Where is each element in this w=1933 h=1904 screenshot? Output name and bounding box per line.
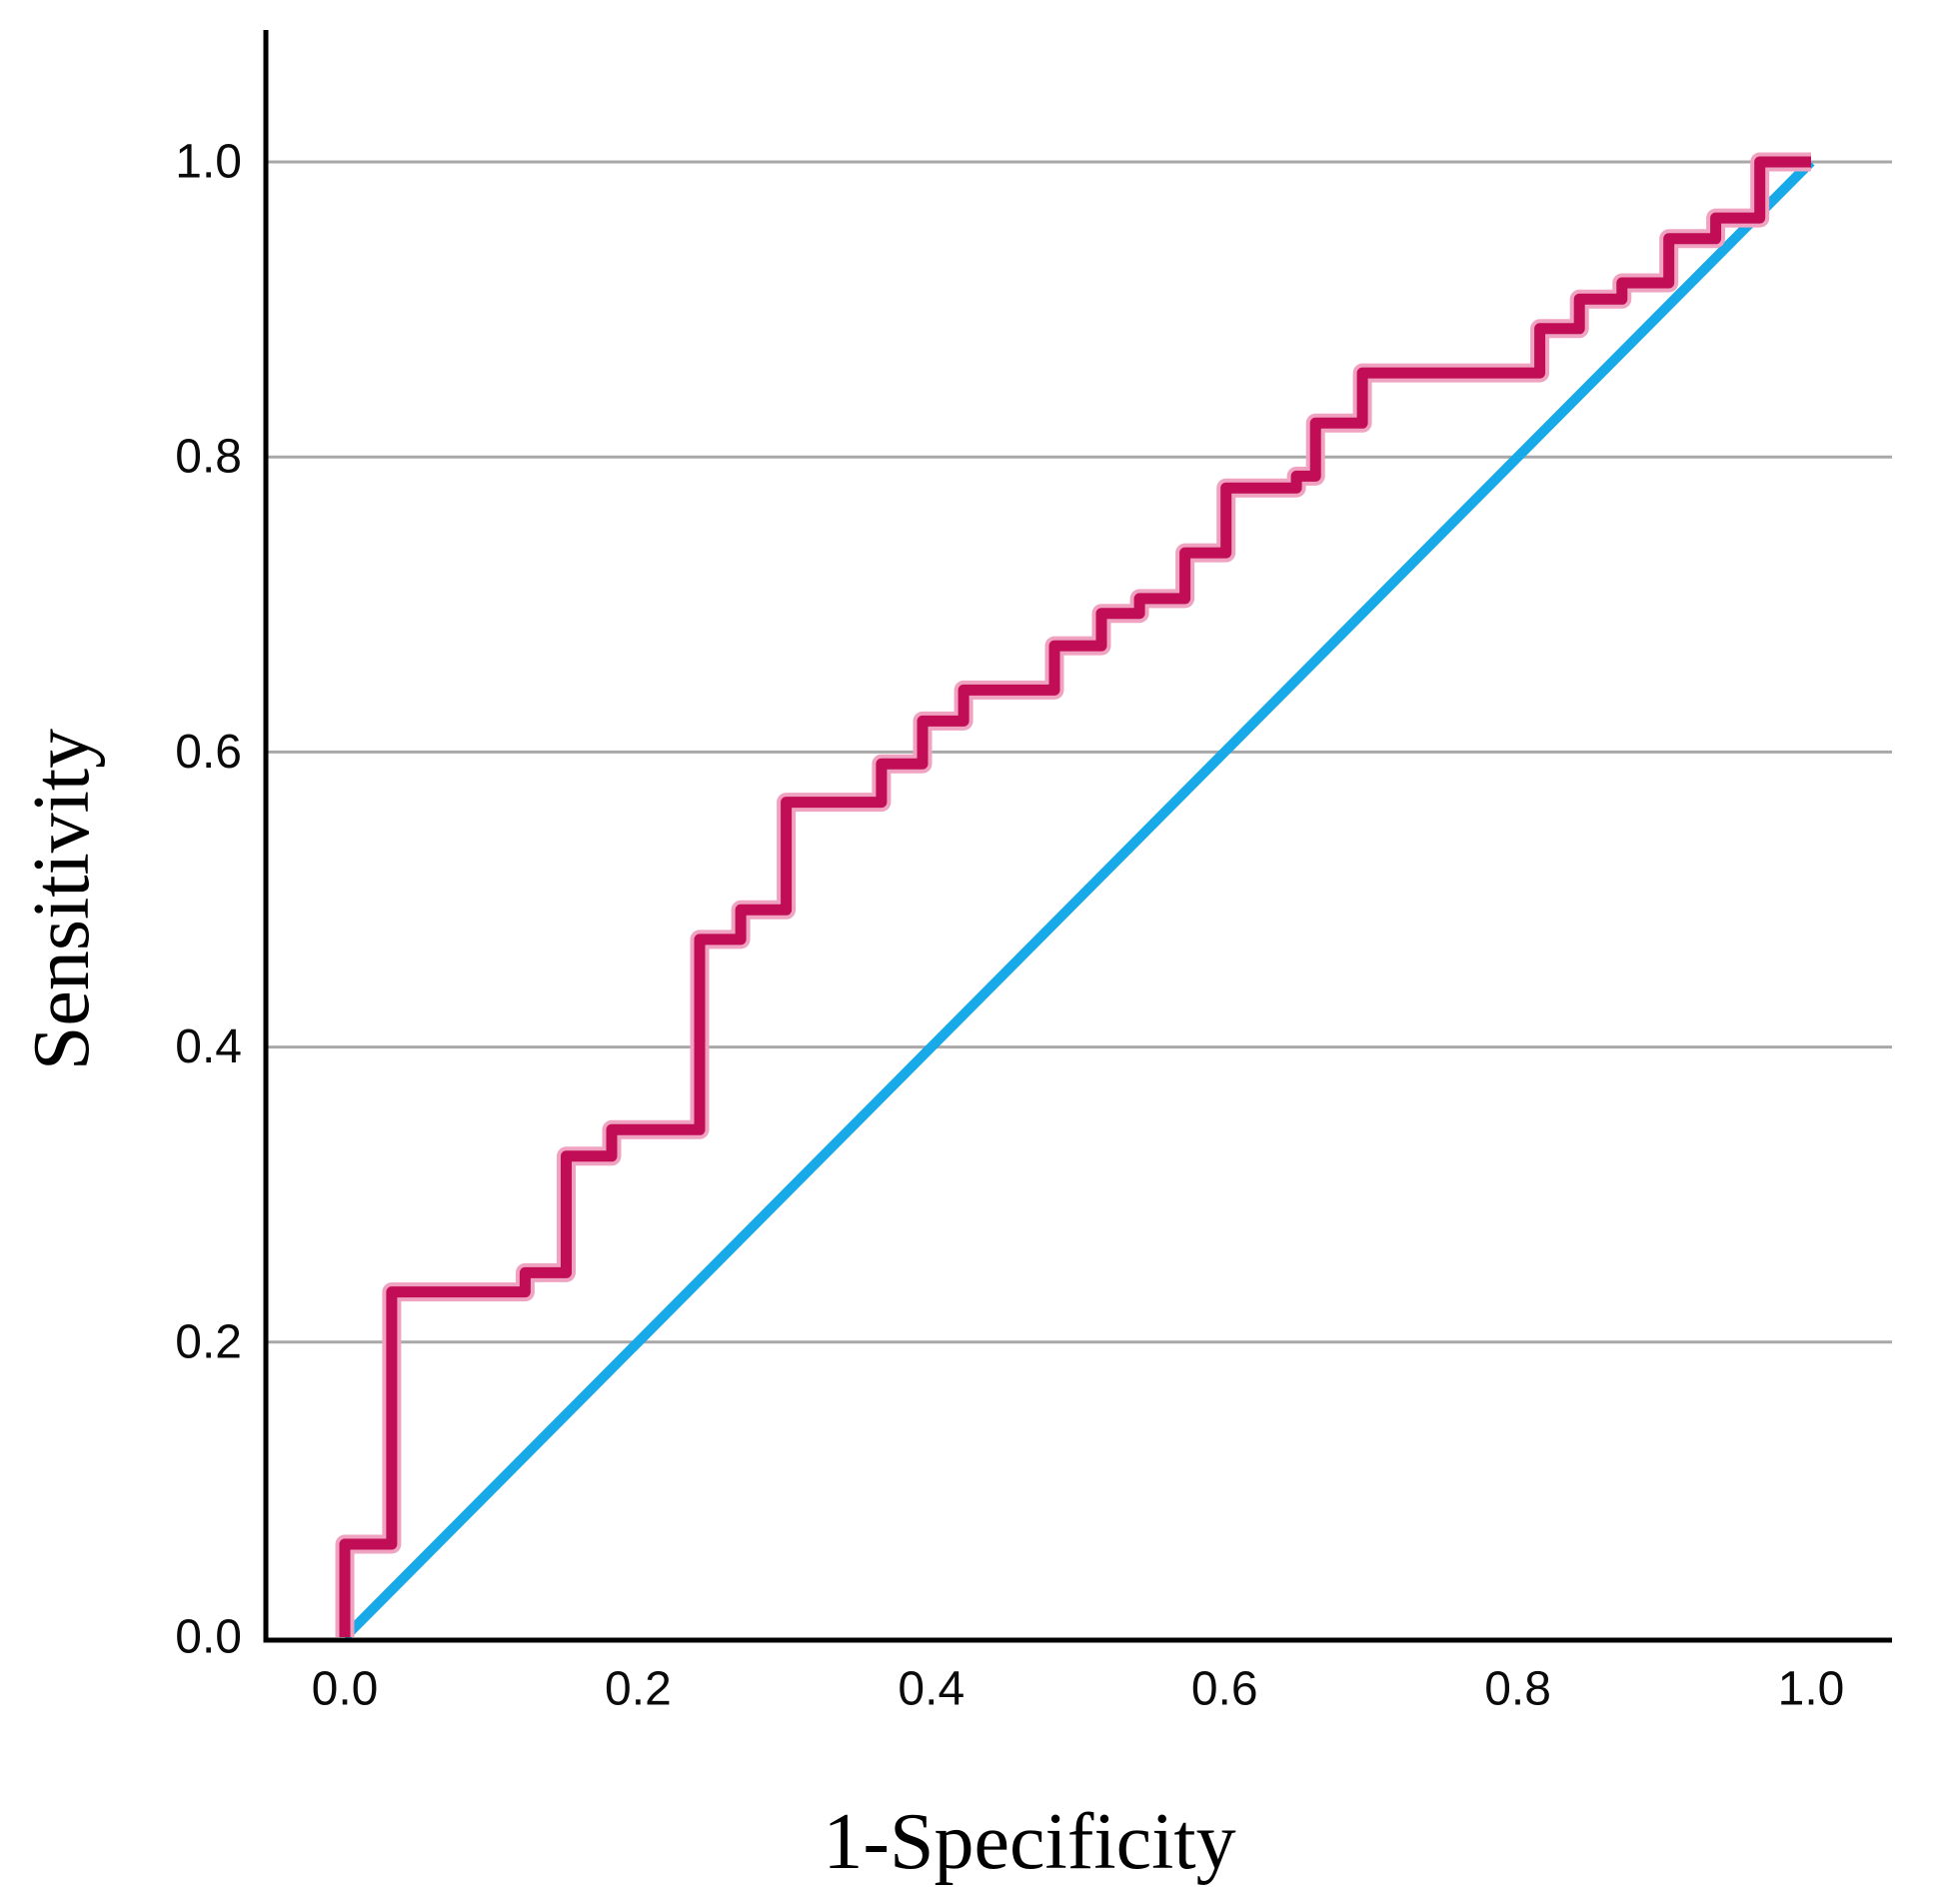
y-axis-title: Sensitivity (18, 729, 106, 1070)
reference-line (341, 158, 1815, 1641)
x-tick-label: 1.0 (1778, 1663, 1845, 1716)
roc-curve (339, 156, 1811, 1637)
y-tick-label: 0.0 (175, 1611, 242, 1664)
y-tick-label: 0.8 (175, 431, 242, 484)
x-axis-title: 1-Specificity (823, 1798, 1235, 1886)
x-tick-label: 0.6 (1191, 1663, 1258, 1716)
y-tick-label: 0.6 (175, 726, 242, 779)
y-tick-label: 0.2 (175, 1315, 242, 1368)
x-tick-label: 0.0 (312, 1663, 379, 1716)
y-tick-label: 0.4 (175, 1020, 242, 1073)
y-tick-label: 1.0 (175, 136, 242, 189)
x-tick-label: 0.2 (605, 1663, 672, 1716)
x-tick-label: 0.8 (1484, 1663, 1551, 1716)
x-tick-label: 0.4 (898, 1663, 965, 1716)
